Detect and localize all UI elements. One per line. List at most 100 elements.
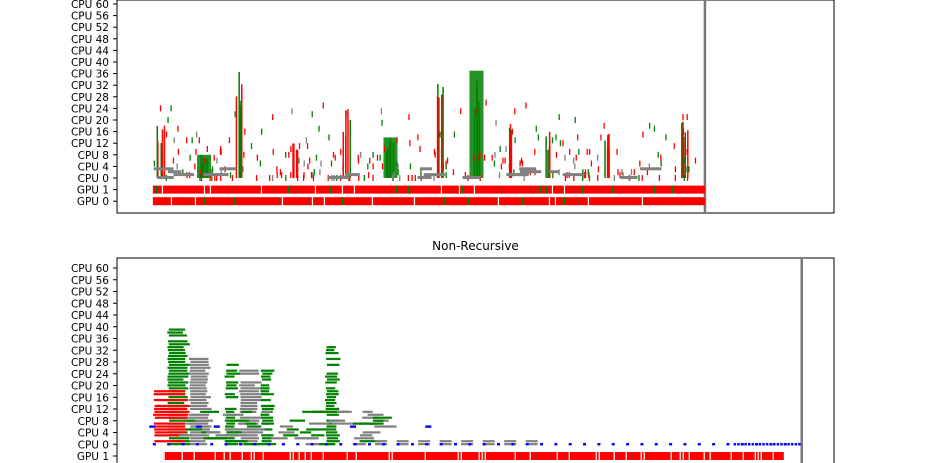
y-tick-label: CPU 40 [71,57,109,69]
y-tick-label: CPU 60 [71,263,109,275]
cpu-block [154,422,186,425]
y-tick-label: CPU 8 [78,150,109,162]
cpu-event [381,163,384,170]
cpu-event [588,148,591,155]
cpu-event [630,169,633,176]
cpu-event [407,175,409,181]
cpu-idle [419,167,432,171]
cpu-block [239,407,258,410]
gpu-gap [281,197,284,206]
cpu-event [396,160,398,167]
cpu-block [154,440,186,443]
cpu-work [362,416,379,419]
cpu-block [326,428,337,431]
y-tick-label: CPU 56 [71,275,109,287]
cpu-event [167,117,169,123]
cpu-event [646,169,649,176]
cpu-work [246,428,265,431]
cpu-event [674,175,676,181]
gpu-gap [296,185,299,194]
gpu-gap [556,452,558,460]
transfer-mark [626,443,630,446]
cpu-event [573,157,575,164]
gpu-gap [688,452,690,460]
y-tick-label: CPU 12 [71,138,109,150]
gpu-gap [443,197,446,206]
gpu-gap [287,185,290,194]
cpu-event [586,148,588,155]
transfer-mark [654,443,658,446]
transfer-mark [296,443,300,446]
cpu-idle [423,173,445,177]
cpu-idle [210,173,229,177]
gpu-gap [644,197,647,206]
gpu-gap [181,452,183,460]
gpu-gap [754,452,756,460]
cpu-block [154,425,186,428]
cpu-burst [295,149,298,178]
cpu-block [154,431,186,434]
cpu-burst [436,95,439,178]
cpu-event [525,102,527,109]
y-tick-label: GPU 1 [77,185,109,197]
cpu-block [167,401,185,405]
cpu-event [285,175,287,181]
cpu-block [154,390,185,393]
gpu-gap [388,452,390,460]
cpu-work [320,410,339,413]
gpu-gap [560,197,563,206]
cpu-task-block [383,137,398,178]
cpu-idle [549,170,560,174]
cpu-tail [418,440,431,443]
cpu-event [453,131,456,138]
cpu-event [509,151,511,158]
cpu-event [590,160,593,167]
cpu-burst [440,94,443,178]
cpu-event [534,148,536,155]
cpu-burst [161,129,164,178]
cpu-work [278,431,295,434]
gpu-gap [596,185,599,194]
cpu-event [674,166,677,173]
transfer-mark [798,443,801,446]
gpu-gap [229,452,231,460]
cpu-event [279,169,282,176]
chart-title: Non-Recursive [432,239,519,253]
cpu-block [189,440,206,443]
cpu-block [167,366,188,369]
cpu-event [658,175,661,181]
cpu-event [491,154,493,161]
cpu-work [200,410,212,413]
cpu-event [397,169,399,176]
cpu-event [555,151,558,158]
gpu-gap [407,185,410,194]
cpu-event [603,122,605,129]
gpu-gap [310,452,312,460]
cpu-block [153,413,189,416]
cpu-event [657,151,659,158]
transfer-mark [497,443,501,446]
transfer-mark [382,443,386,446]
cpu-block [190,431,210,434]
cpu-event [686,175,689,181]
gpu-gap [260,185,263,194]
cpu-work [203,437,226,440]
cpu-block [239,431,258,434]
cpu-event [584,169,587,176]
cpu-work [367,413,384,416]
cpu-event [340,148,342,155]
cpu-work [305,443,326,446]
cpu-event [276,166,278,173]
cpu-work [302,410,322,413]
transfer-mark [776,443,780,446]
cpu-block [326,425,337,428]
y-tick-label: CPU 12 [71,404,109,416]
gpu-gap [529,452,531,460]
y-tick-label: CPU 48 [71,34,109,46]
transfer-mark [751,443,755,446]
cpu-event [660,154,662,161]
cpu-work [215,434,229,437]
transfer-mark [769,443,772,446]
transfer-mark [439,443,443,446]
cpu-burst [238,105,241,178]
